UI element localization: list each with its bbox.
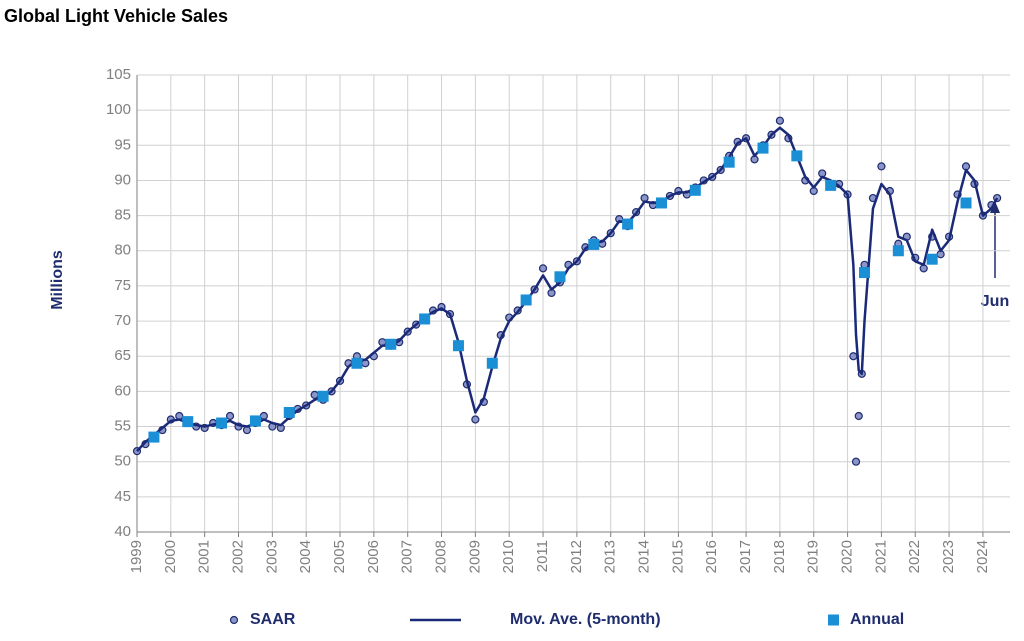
x-tick-label: 2007 [399, 540, 416, 573]
x-tick-label: 2000 [162, 540, 179, 573]
annual-marker [385, 338, 397, 350]
x-tick-label: 1999 [128, 540, 145, 573]
annual-marker [791, 150, 803, 162]
y-tick-label: 40 [114, 523, 131, 540]
annual-marker [249, 415, 261, 427]
annual-marker [622, 218, 634, 230]
y-tick-label: 80 [114, 242, 131, 259]
annual-marker [757, 142, 769, 154]
y-tick-label: 45 [114, 488, 131, 505]
legend-label: SAAR [250, 611, 296, 628]
y-tick-label: 105 [106, 66, 131, 83]
x-tick-label: 2008 [433, 540, 450, 573]
annotation: Jun [981, 293, 1009, 310]
saar-point [854, 411, 863, 421]
annual-marker [520, 294, 532, 306]
saar-point [849, 352, 858, 361]
annual-marker [926, 253, 938, 265]
x-tick-label: 2016 [703, 540, 720, 573]
legend-label: Mov. Ave. (5-month) [510, 611, 661, 628]
moving-average-line [136, 126, 999, 452]
x-tick-label: 2003 [263, 540, 280, 573]
x-tick-label: 2020 [839, 540, 856, 573]
y-tick-label: 75 [114, 277, 131, 294]
legend-label: Annual [850, 611, 904, 628]
x-tick-label: 2013 [602, 540, 619, 573]
y-tick-label: 55 [114, 418, 131, 435]
x-tick-label: 2024 [974, 540, 991, 573]
x-tick-label: 2015 [669, 540, 686, 573]
x-tick-label: 2010 [500, 540, 517, 573]
annual-marker [655, 197, 667, 209]
annual-marker [283, 406, 295, 418]
saar-point [877, 162, 886, 171]
annual-marker [351, 357, 363, 369]
saar-point [775, 116, 785, 125]
annual-marker [452, 340, 464, 352]
annual-marker [486, 357, 498, 369]
annual-marker [723, 156, 735, 168]
y-tick-label: 60 [114, 382, 131, 399]
legend-swatch [828, 614, 839, 626]
y-tick-label: 95 [114, 136, 131, 153]
y-axis-label: Millions [49, 250, 66, 310]
x-tick-label: 2004 [297, 540, 314, 573]
chart-title: Global Light Vehicle Sales [4, 6, 228, 26]
annual-marker [216, 417, 228, 429]
x-tick-label: 2014 [636, 540, 653, 573]
y-tick-label: 90 [114, 171, 131, 188]
y-tick-label: 100 [106, 101, 131, 118]
y-tick-label: 70 [114, 312, 131, 329]
annual-marker [317, 390, 329, 402]
annual-marker [859, 267, 870, 279]
y-tick-label: 85 [114, 207, 131, 224]
x-tick-label: 2011 [534, 540, 551, 572]
x-tick-label: 2005 [331, 540, 348, 573]
saar-point [471, 415, 480, 424]
x-tick-label: 2009 [466, 540, 483, 573]
saar-point [851, 457, 861, 466]
x-tick-label: 2019 [805, 540, 822, 573]
x-tick-label: 2018 [771, 540, 788, 573]
annual-marker [689, 184, 701, 196]
x-tick-label: 2017 [737, 540, 754, 573]
y-tick-label: 50 [114, 453, 131, 470]
saar-point [538, 264, 548, 273]
annual-marker [892, 245, 904, 257]
x-tick-label: 2001 [196, 540, 213, 573]
x-tick-label: 2023 [940, 540, 957, 573]
annual-marker [148, 431, 160, 443]
x-tick-label: 2012 [568, 540, 585, 573]
annual-marker [960, 197, 972, 209]
saar-point [310, 390, 319, 399]
annual-marker [588, 238, 600, 250]
annual-marker [182, 416, 194, 428]
x-tick-label: 2021 [872, 540, 889, 573]
annual-marker [825, 179, 837, 191]
x-tick-label: 2002 [229, 540, 246, 573]
x-tick-label: 2022 [906, 540, 923, 573]
annual-marker [419, 313, 431, 325]
y-tick-label: 65 [114, 347, 131, 364]
saar-point [225, 411, 235, 421]
annual-marker [554, 271, 566, 283]
legend-swatch [229, 615, 239, 625]
x-tick-label: 2006 [365, 540, 382, 573]
